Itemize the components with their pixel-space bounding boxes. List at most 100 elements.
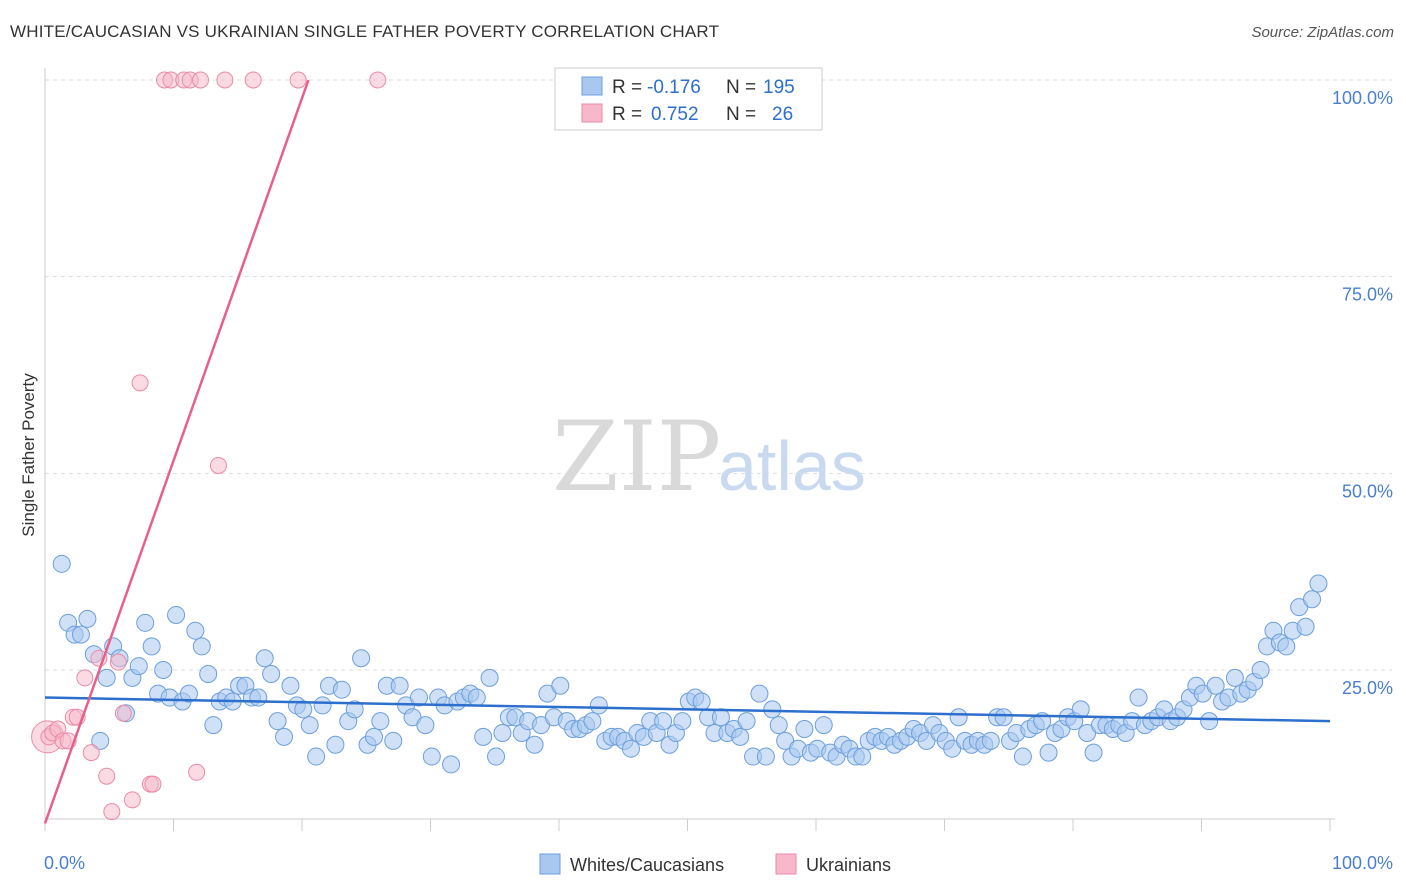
point-whites-44	[332, 680, 351, 699]
axes	[44, 68, 1335, 820]
bottom-legend-label-ukrainians: Ukrainians	[806, 855, 891, 875]
point-whites-13	[136, 613, 155, 632]
point-ukrainians-24	[209, 456, 227, 474]
legend-swatch-pink	[581, 103, 603, 123]
point-whites-183	[1225, 668, 1244, 687]
y-tick-label-50: 50.0%	[1342, 481, 1393, 501]
point-whites-23	[199, 664, 218, 683]
point-whites-145	[981, 731, 1000, 750]
point-whites-34	[268, 712, 287, 731]
legend-r-label-blue: R =	[612, 77, 642, 98]
chart-title: WHITE/CAUCASIAN VS UKRAINIAN SINGLE FATH…	[10, 22, 720, 41]
point-whites-196	[1309, 574, 1328, 593]
point-whites-3	[71, 625, 90, 644]
point-whites-57	[416, 716, 435, 735]
point-ukrainians-26	[244, 71, 262, 89]
point-whites-89	[621, 739, 640, 758]
point-whites-35	[275, 727, 294, 746]
point-whites-43	[326, 735, 345, 754]
point-whites-116	[795, 720, 814, 739]
point-ukrainians-8	[82, 744, 100, 762]
gridlines	[45, 79, 1392, 671]
trend-line-whites	[44, 696, 1331, 723]
point-whites-111	[763, 700, 782, 719]
point-ukrainians-27	[289, 71, 307, 89]
watermark-zip: ZIP	[552, 401, 721, 513]
series-whites-caucasians	[52, 554, 1328, 774]
point-whites-61	[442, 755, 461, 774]
legend-r-value-blue: -0.176	[647, 77, 701, 98]
series-ukrainians	[31, 71, 387, 821]
point-whites-33	[262, 664, 281, 683]
point-whites-83	[583, 712, 602, 731]
point-whites-46	[345, 700, 364, 719]
y-tick-label-75: 75.0%	[1342, 285, 1393, 305]
point-whites-109	[750, 684, 769, 703]
point-whites-31	[249, 688, 268, 707]
point-ukrainians-25	[216, 71, 234, 89]
point-ukrainians-13	[114, 704, 132, 722]
point-whites-20	[179, 684, 198, 703]
point-whites-21	[186, 621, 205, 640]
series-legend: Whites/Caucasians Ukrainians	[539, 853, 891, 875]
point-whites-18	[167, 605, 186, 624]
point-ukrainians-15	[131, 374, 149, 392]
legend-n-value-blue: 195	[763, 77, 795, 98]
point-whites-6	[91, 731, 110, 750]
legend-n-value-pink: 26	[772, 104, 793, 125]
correlation-legend: R = -0.176 N = 195 R = 0.752 N = 26	[554, 67, 823, 131]
source-label: Source: ZipAtlas.com	[1251, 24, 1394, 41]
point-whites-100	[692, 692, 711, 711]
point-ukrainians-10	[98, 767, 116, 785]
point-whites-58	[422, 747, 441, 766]
point-whites-47	[352, 649, 371, 668]
point-ukrainians-23	[191, 71, 209, 89]
point-whites-40	[307, 747, 326, 766]
point-whites-22	[192, 637, 211, 656]
point-whites-94	[654, 712, 673, 731]
y-axis-label: Single Father Poverty	[19, 373, 38, 537]
point-whites-12	[129, 657, 148, 676]
legend-swatch-blue	[581, 76, 603, 96]
point-ukrainians-28	[369, 71, 387, 89]
bottom-legend-label-whites: Whites/Caucasians	[570, 855, 724, 875]
y-tick-label-25: 25.0%	[1342, 678, 1393, 698]
point-whites-97	[673, 712, 692, 731]
y-tick-labels: 25.0% 50.0% 75.0% 100.0%	[1332, 88, 1393, 698]
point-whites-150	[1013, 747, 1032, 766]
trend-lines	[43, 79, 1331, 824]
x-tick-label-0: 0.0%	[44, 853, 85, 873]
point-whites-67	[480, 668, 499, 687]
point-whites-140	[949, 708, 968, 727]
point-ukrainians-17	[144, 775, 162, 793]
legend-n-label-pink: N =	[726, 104, 756, 125]
point-whites-69	[493, 723, 512, 742]
point-whites-32	[255, 649, 274, 668]
point-whites-119	[814, 716, 833, 735]
point-ukrainians-22	[188, 763, 206, 781]
point-whites-125	[853, 747, 872, 766]
point-whites-107	[737, 712, 756, 731]
watermark: ZIP atlas	[552, 401, 866, 513]
point-whites-74	[525, 735, 544, 754]
x-tick-label-100: 100.0%	[1332, 853, 1393, 873]
legend-r-label-pink: R =	[612, 104, 642, 125]
point-whites-56	[409, 688, 428, 707]
point-whites-41	[313, 696, 332, 715]
point-whites-159	[1071, 700, 1090, 719]
point-whites-147	[994, 708, 1013, 727]
point-whites-16	[154, 661, 173, 680]
point-whites-52	[384, 731, 403, 750]
legend-r-value-pink: 0.752	[651, 104, 699, 125]
point-whites-191	[1277, 637, 1296, 656]
point-whites-112	[769, 716, 788, 735]
point-whites-195	[1303, 590, 1322, 609]
point-whites-106	[731, 727, 750, 746]
bottom-legend-swatch-ukrainians	[775, 853, 797, 875]
point-whites-84	[589, 696, 608, 715]
point-whites-39	[300, 716, 319, 735]
trend-line-ukrainians	[43, 79, 310, 824]
point-whites-65	[467, 688, 486, 707]
x-ticks: 0.0% 100.0%	[44, 819, 1393, 873]
point-whites-49	[364, 727, 383, 746]
